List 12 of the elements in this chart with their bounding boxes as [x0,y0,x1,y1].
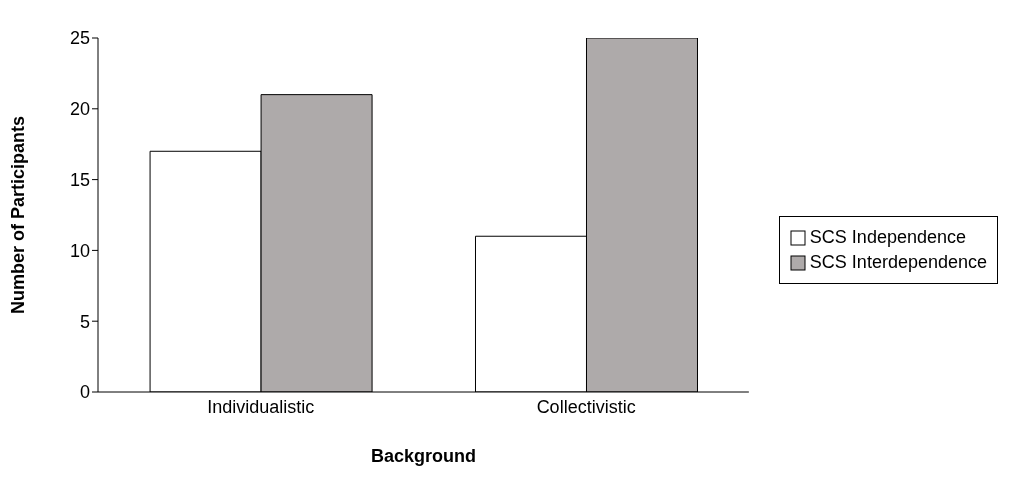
x-axis-title: Background [370,446,476,466]
y-axis-title: Number of Participants [8,115,29,315]
y-tick-label: 25 [69,28,90,49]
y-tick-label: 5 [79,311,90,332]
legend-label: SCS Interdependence [809,252,987,273]
y-tick-label: 10 [69,240,90,261]
y-tick-label: 0 [79,382,90,403]
y-tick-label: 15 [69,169,90,190]
x-tick-label: Collectivistic [536,396,636,417]
legend-label: SCS Independence [809,227,966,248]
y-tick-label: 20 [69,99,90,120]
x-tick-label: Individualistic [207,396,315,417]
